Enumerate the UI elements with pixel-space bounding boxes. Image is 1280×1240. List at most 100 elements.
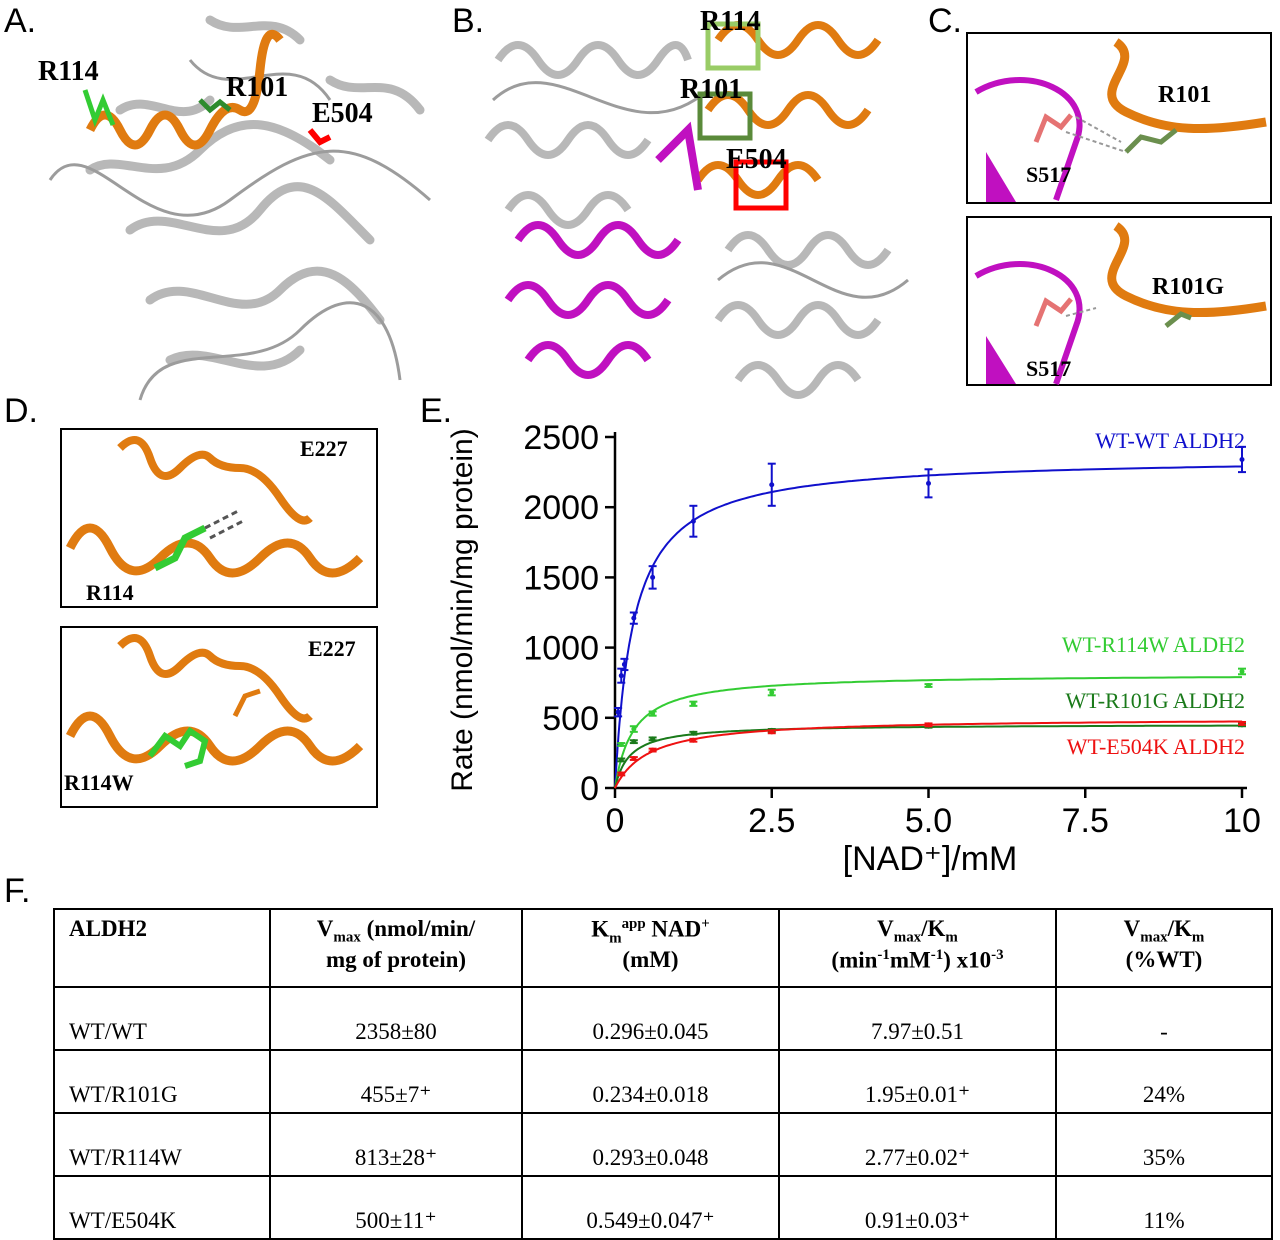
- cell-variant: WT/E504K: [53, 1175, 271, 1240]
- table-row: WT/R114W 813±28⁺ 0.293±0.048 2.77±0.02⁺ 35%: [53, 1112, 1273, 1177]
- cell-variant: WT/R114W: [53, 1112, 271, 1177]
- header-pct-wt: Vmax/Km (%WT): [1055, 908, 1273, 988]
- x-axis-label: [NAD⁺]/mM: [843, 840, 1018, 878]
- panel-c-bottom: R101G S517: [966, 216, 1272, 386]
- cell-vmax: 500±11⁺: [269, 1175, 523, 1240]
- magenta-subunit: [504, 121, 702, 379]
- data-point: [690, 701, 696, 707]
- data-point: [1239, 720, 1245, 726]
- gray-ribbons: [85, 15, 425, 371]
- panel-a-structure: R114 R101 E504: [38, 15, 431, 401]
- y-tick-label: 1500: [523, 559, 599, 597]
- panel-d-bottom: E227 R114W: [60, 626, 378, 808]
- header-km: Kmapp NAD+ (mM): [521, 908, 780, 988]
- data-point: [631, 615, 637, 621]
- data-point: [631, 756, 637, 762]
- header-vmax: Vmax (nmol/min/mg of protein): [269, 908, 523, 988]
- y-tick-label: 0: [580, 770, 599, 808]
- x-tick-label: 0: [606, 802, 625, 840]
- panel-b-letter: B.: [452, 2, 485, 40]
- data-point: [926, 722, 931, 728]
- data-point: [631, 739, 637, 745]
- cell-km: 0.234±0.018: [521, 1049, 780, 1114]
- panel-f-letter: F.: [4, 872, 31, 910]
- kinetics-chart: Rate (nmol/min/mg protein) [NAD⁺]/mM 0 50…: [446, 419, 1261, 878]
- label-e227: E227: [308, 636, 356, 661]
- cell-km: 0.549±0.047⁺: [521, 1175, 780, 1240]
- legend-entry: WT-WT ALDH2: [1095, 428, 1245, 453]
- panel-d-letter: D.: [4, 392, 38, 430]
- cell-vmax-km: 7.97±0.51: [778, 986, 1057, 1051]
- cell-vmax-km: 2.77±0.02⁺: [778, 1112, 1057, 1177]
- orange-helix: [85, 29, 284, 150]
- y-tick-label: 2000: [523, 489, 599, 527]
- x-tick-label: 10: [1223, 802, 1261, 840]
- gray-subunits: [484, 41, 892, 399]
- legend-entry: WT-R114W ALDH2: [1062, 632, 1245, 657]
- cell-variant: WT/WT: [53, 986, 271, 1051]
- data-point: [769, 690, 775, 696]
- data-point: [618, 771, 624, 777]
- cell-pct-wt: -: [1055, 986, 1273, 1051]
- data-point: [690, 730, 696, 736]
- data-point: [621, 661, 627, 667]
- e504-box: [733, 159, 789, 211]
- cell-vmax: 813±28⁺: [269, 1112, 523, 1177]
- data-point: [769, 729, 775, 735]
- e504-sidechain: [307, 128, 332, 146]
- data-point: [926, 480, 931, 486]
- r101-box: [697, 91, 753, 141]
- r101-sidechain: [198, 98, 232, 114]
- label-r114w: R114W: [64, 770, 134, 795]
- label-s517: S517: [1026, 356, 1071, 381]
- legend-entry: WT-R101G ALDH2: [1066, 688, 1245, 713]
- cell-vmax-km: 0.91±0.03⁺: [778, 1175, 1057, 1240]
- cell-vmax: 455±7⁺: [269, 1049, 523, 1114]
- label-r101: R101: [226, 72, 288, 103]
- panel-e-letter: E.: [420, 392, 453, 430]
- header-vmax-km: Vmax/Km (min-1mM-1) x10-3: [778, 908, 1057, 988]
- data-point: [618, 757, 624, 763]
- x-tick-label: 5.0: [905, 802, 952, 840]
- label-r114: R114: [700, 6, 761, 37]
- label-r101: R101: [1158, 82, 1211, 108]
- y-tick-label: 2500: [523, 419, 599, 457]
- panel-a-letter: A.: [4, 2, 37, 40]
- data-point: [650, 711, 656, 717]
- label-r114: R114: [38, 56, 99, 87]
- kinetics-table: ALDH2 Vmax (nmol/min/mg of protein) Kmap…: [53, 908, 1273, 1240]
- x-tick-label: 2.5: [748, 802, 795, 840]
- cell-vmax-km: 1.95±0.01⁺: [778, 1049, 1057, 1114]
- data-point: [650, 574, 656, 580]
- table-header-row: ALDH2 Vmax (nmol/min/mg of protein) Kmap…: [53, 908, 1273, 988]
- cell-pct-wt: 24%: [1055, 1049, 1273, 1114]
- x-tick-label: 7.5: [1062, 802, 1109, 840]
- panel-d-top: E227 R114: [60, 428, 378, 608]
- label-e504: E504: [312, 98, 373, 129]
- panel-c-top: R101 S517: [966, 32, 1272, 204]
- table-row: WT/R101G 455±7⁺ 0.234±0.018 1.95±0.01⁺ 24%: [53, 1049, 1273, 1114]
- data-point: [618, 741, 624, 747]
- data-point: [1239, 668, 1245, 674]
- data-point: [650, 747, 656, 753]
- cell-km: 0.293±0.048: [521, 1112, 780, 1177]
- data-point: [618, 673, 624, 679]
- y-tick-label: 500: [542, 700, 599, 738]
- table-row: WT/E504K 500±11⁺ 0.549±0.047⁺ 0.91±0.03⁺ 11%: [53, 1175, 1273, 1240]
- r114-box: [705, 21, 761, 71]
- data-point: [690, 737, 696, 743]
- cell-pct-wt: 35%: [1055, 1112, 1273, 1177]
- data-point: [1239, 456, 1245, 462]
- data-point: [650, 736, 656, 742]
- y-axis-label: Rate (nmol/min/mg protein): [446, 428, 479, 791]
- cell-vmax: 2358±80: [269, 986, 523, 1051]
- panel-b-structure: R114 R101 E504: [484, 6, 909, 399]
- label-r101g: R101G: [1152, 274, 1224, 300]
- cell-variant: WT/R101G: [53, 1049, 271, 1114]
- data-point: [690, 518, 696, 524]
- panel-c-letter: C.: [928, 2, 962, 40]
- label-e504: E504: [726, 144, 787, 175]
- orange-subunit: [694, 21, 882, 199]
- r114-sidechain: [82, 89, 116, 128]
- label-r101: R101: [680, 74, 742, 105]
